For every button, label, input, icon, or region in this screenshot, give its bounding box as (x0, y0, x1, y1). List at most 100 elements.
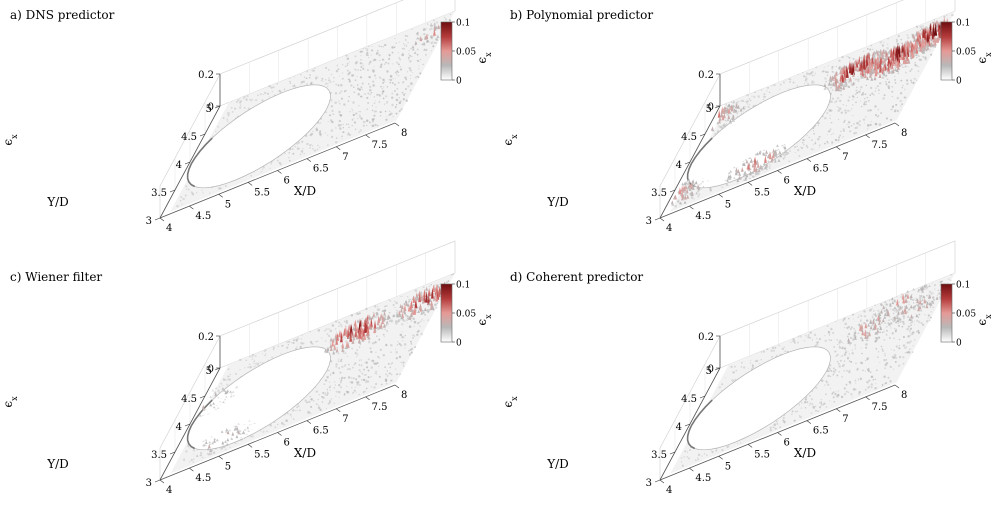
x-tick-label: 8 (901, 128, 907, 139)
colorbar-tick-label: 0.1 (456, 281, 470, 291)
z-tick-label: 0 (208, 102, 214, 113)
x-tick-label: 6 (284, 176, 290, 187)
panel-title: c) Wiener filter (10, 270, 103, 284)
x-tick-label: 4.5 (195, 211, 211, 222)
colorbar-label: ϵx (475, 52, 493, 64)
y-tick-label: 4.5 (681, 394, 697, 405)
colorbar-label: ϵx (975, 52, 993, 64)
z-axis-label: ϵx (501, 396, 519, 408)
colorbar-tick-label: 0.1 (456, 19, 470, 29)
x-axis-label: X/D (794, 446, 816, 460)
x-axis-label: X/D (294, 184, 316, 198)
y-tick-label: 3 (146, 478, 152, 489)
z-tick-label: 0.2 (698, 332, 714, 343)
colorbar-tick-label: 0.1 (956, 281, 970, 291)
x-tick-label: 4.5 (195, 473, 211, 484)
y-tick-label: 5 (206, 104, 212, 115)
x-tick-label: 5.5 (754, 187, 770, 198)
x-tick-label: 5 (725, 199, 731, 210)
y-tick-label: 4 (676, 422, 682, 433)
y-tick-label: 5 (706, 104, 712, 115)
x-axis-label: X/D (794, 184, 816, 198)
axes: 4 4.5 5 5.5 6 6.5 7 7.5 8 3 3.5 4 4.5 5 0.2 0 X/D Y/D ϵx (501, 70, 907, 234)
panel-title: b) Polynomial predictor (510, 8, 654, 22)
colorbar: 0.1 0.05 0 ϵx (440, 19, 493, 87)
colorbar: 0.1 0.05 0 ϵx (940, 281, 993, 349)
y-axis-label: Y/D (546, 457, 569, 471)
z-axis-label: ϵx (1, 134, 19, 146)
z-tick-label: 0 (208, 364, 214, 375)
z-tick-label: 0.2 (698, 70, 714, 81)
x-tick-label: 7 (342, 414, 348, 425)
x-tick-label: 7 (842, 414, 848, 425)
y-tick-label: 4.5 (681, 132, 697, 143)
z-tick-label: 0 (708, 364, 714, 375)
x-tick-label: 8 (901, 390, 907, 401)
axes: 4 4.5 5 5.5 6 6.5 7 7.5 8 3 3.5 4 4.5 5 0.2 0 X/D Y/D ϵx (501, 332, 907, 496)
y-tick-label: 4 (676, 160, 682, 171)
z-tick-label: 0 (708, 102, 714, 113)
x-tick-label: 7.5 (872, 402, 888, 413)
colorbar-tick-label: 0.05 (456, 310, 476, 320)
panel-a: a) DNS predictor 4 4.5 5 5.5 6 6.5 7 7.5 8 3 3.5 4 4.… (0, 0, 498, 249)
x-tick-label: 5 (225, 199, 231, 210)
x-tick-label: 6 (284, 438, 290, 449)
y-tick-label: 5 (206, 366, 212, 377)
x-tick-label: 4 (666, 223, 672, 234)
z-axis-label: ϵx (1, 396, 19, 408)
error-spikes (837, 283, 943, 349)
y-tick-label: 5 (706, 366, 712, 377)
x-tick-label: 8 (401, 390, 407, 401)
x-tick-label: 7 (342, 152, 348, 163)
x-tick-label: 4.5 (695, 211, 711, 222)
panel-b: b) Polynomial predictor 4 4.5 5 5.5 6 6.5 7 7.5 8… (500, 0, 997, 249)
y-axis-label: Y/D (46, 457, 69, 471)
panel-d: d) Coherent predictor 4 4.5 5 5.5 6 6.5 7 7.5 8 3 3… (500, 240, 997, 511)
z-axis-label: ϵx (501, 134, 519, 146)
x-tick-label: 6.5 (813, 426, 829, 437)
surface-plot: 44.555.566.577.5833.544.550.20X/DY/Dϵx0.… (501, 240, 993, 496)
x-axis-label: X/D (294, 446, 316, 460)
colorbar-label: ϵx (975, 314, 993, 326)
y-tick-label: 4.5 (181, 394, 197, 405)
x-tick-label: 7.5 (872, 140, 888, 151)
colorbar: 0.1 0.05 0 ϵx (440, 281, 493, 349)
y-tick-label: 3.5 (151, 188, 167, 199)
x-tick-label: 4 (666, 485, 672, 496)
colorbar-tick-label: 0.05 (956, 310, 976, 320)
y-tick-label: 3.5 (651, 450, 667, 461)
x-tick-label: 4.5 (695, 473, 711, 484)
x-tick-label: 6.5 (313, 164, 329, 175)
x-tick-label: 5 (225, 461, 231, 472)
x-tick-label: 6 (784, 176, 790, 187)
x-tick-label: 5.5 (254, 187, 270, 198)
colorbar-tick-label: 0 (956, 77, 962, 87)
x-tick-label: 6.5 (313, 426, 329, 437)
colorbar-tick-label: 0.05 (956, 48, 976, 58)
y-tick-label: 3 (646, 478, 652, 489)
x-tick-label: 5 (725, 461, 731, 472)
colorbar-label: ϵx (475, 314, 493, 326)
panel-title: d) Coherent predictor (510, 270, 644, 284)
colorbar-tick-label: 0.05 (456, 48, 476, 58)
y-tick-label: 3.5 (151, 450, 167, 461)
x-tick-label: 7.5 (372, 402, 388, 413)
y-tick-label: 3 (146, 216, 152, 227)
x-tick-label: 7.5 (372, 140, 388, 151)
surface-plot: 44.555.566.577.5833.544.550.20X/DY/Dϵx0.… (1, 240, 493, 496)
x-tick-label: 4 (166, 223, 172, 234)
x-tick-label: 5.5 (754, 449, 770, 460)
x-tick-label: 6 (784, 438, 790, 449)
colorbar-tick-label: 0 (456, 339, 462, 349)
x-tick-label: 7 (842, 152, 848, 163)
surface-plot: 44.555.566.577.5833.544.550.20X/DY/Dϵx0.… (1, 0, 493, 234)
z-tick-label: 0.2 (198, 70, 214, 81)
colorbar-tick-label: 0 (956, 339, 962, 349)
colorbar-tick-label: 0.1 (956, 19, 970, 29)
y-tick-label: 3.5 (651, 188, 667, 199)
colorbar: 0.1 0.05 0 ϵx (940, 19, 993, 87)
axes: 4 4.5 5 5.5 6 6.5 7 7.5 8 3 3.5 4 4.5 5 0.2 0 X/D Y/D ϵx (1, 70, 407, 234)
axes: 4 4.5 5 5.5 6 6.5 7 7.5 8 3 3.5 4 4.5 5 0.2 0 X/D Y/D ϵx (1, 332, 407, 496)
panel-title: a) DNS predictor (10, 8, 115, 22)
x-tick-label: 4 (166, 485, 172, 496)
